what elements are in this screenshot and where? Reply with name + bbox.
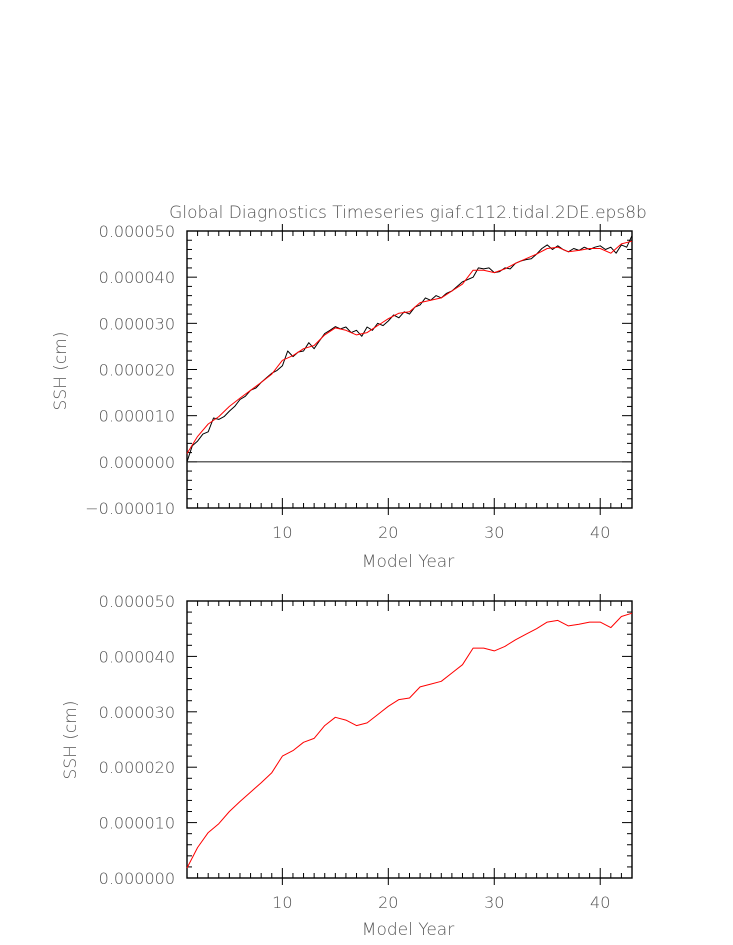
- y-tick-label: 0.000030: [99, 314, 175, 333]
- timeseries-chart-annual: 10 20 30 40 0.000000 0.000010 0.000020 0.000030…: [61, 592, 633, 940]
- x-axis-label: Model Year: [362, 552, 454, 572]
- y-tick-label: 0.000000: [99, 869, 175, 888]
- y-tick-label: 0.000020: [99, 361, 175, 380]
- chart-title: Global Diagnostics Timeseries giaf.c112.…: [169, 203, 647, 223]
- series-line-annual: [186, 240, 633, 454]
- y-tick-label: 0.000050: [99, 592, 175, 611]
- x-tick-label: 20: [378, 523, 398, 542]
- y-axis-label: SSH (cm): [51, 332, 71, 411]
- y-tick-label: 0.000010: [99, 407, 175, 426]
- y-tick-label: 0.000040: [99, 268, 175, 287]
- y-axis-label: SSH (cm): [61, 701, 81, 780]
- x-tick-label: 30: [484, 893, 504, 912]
- y-tick-label: 0.000050: [99, 222, 175, 241]
- x-tick-label: 10: [272, 893, 292, 912]
- x-tick-label: 30: [484, 523, 504, 542]
- y-tick-label: −0.000010: [85, 499, 175, 518]
- x-axis-label: Model Year: [362, 920, 454, 940]
- y-tick-label: 0.000010: [99, 814, 175, 833]
- y-tick-label: 0.000020: [99, 758, 175, 777]
- x-tick-label: 20: [378, 893, 398, 912]
- x-tick-label: 40: [590, 523, 610, 542]
- x-tick-label: 40: [590, 893, 610, 912]
- y-tick-label: 0.000030: [99, 703, 175, 722]
- plot-area: 10 20 30 40 −0.000010 0.000000 0.000010 0.00002…: [85, 222, 633, 542]
- y-tick-label: 0.000040: [99, 647, 175, 666]
- x-tick-label: 10: [272, 523, 292, 542]
- series-line-annual: [186, 612, 633, 869]
- timeseries-chart-monthly: Global Diagnostics Timeseries giaf.c112.…: [51, 203, 647, 572]
- y-tick-label: 0.000000: [99, 453, 175, 472]
- plot-area: 10 20 30 40 0.000000 0.000010 0.000020 0.000030…: [99, 592, 633, 912]
